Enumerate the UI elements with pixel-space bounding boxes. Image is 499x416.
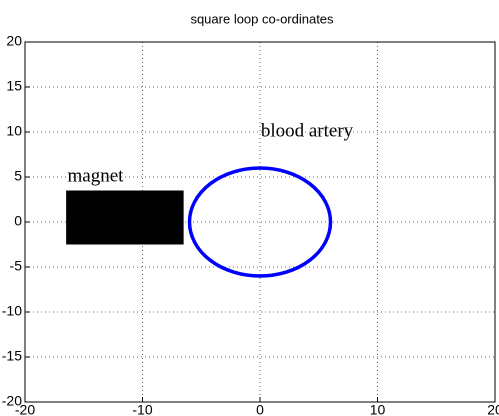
axes-box (24, 41, 496, 403)
artery-ellipse (187, 166, 333, 278)
y-tick-label: -5 (10, 258, 23, 274)
x-tick-label: 10 (370, 402, 386, 416)
y-tick-label: -20 (2, 393, 22, 409)
y-tick-label: -10 (2, 303, 22, 319)
annotation: blood artery (261, 120, 354, 141)
y-tick-label: 5 (14, 168, 22, 184)
annotation: magnet (68, 165, 125, 186)
chart-title: square loop co-ordinates (190, 11, 334, 26)
y-tick-label: 20 (6, 33, 22, 49)
x-tick-label: 0 (256, 402, 264, 416)
y-tick-label: 15 (6, 78, 22, 94)
x-tick-label: -10 (132, 402, 152, 416)
x-tick-label: 20 (487, 402, 499, 416)
x-tick-label: -20 (15, 402, 35, 416)
y-tick-label: 10 (6, 123, 22, 139)
y-tick-label: 0 (14, 213, 22, 229)
y-tick-label: -15 (2, 348, 22, 364)
magnet-rect (66, 190, 184, 245)
